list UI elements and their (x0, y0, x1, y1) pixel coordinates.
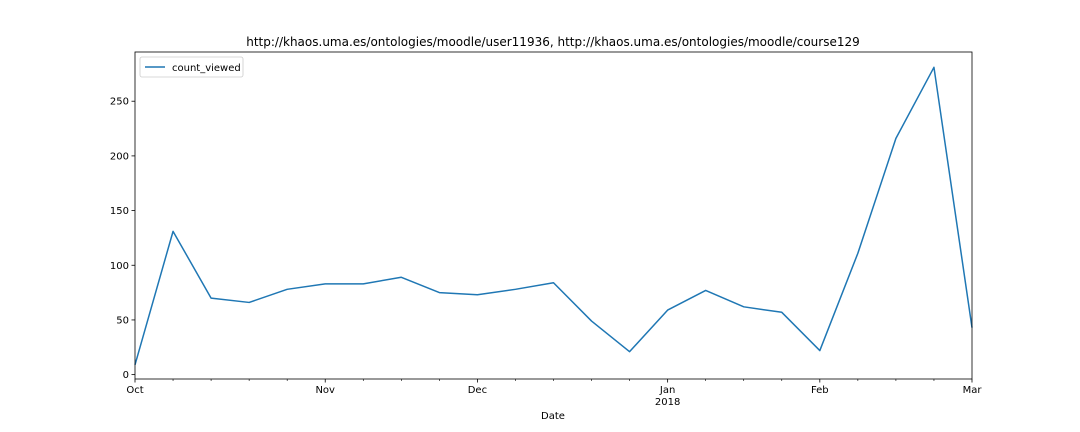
x-tick-label: Oct (126, 385, 143, 396)
x-axis-label: Date (541, 411, 565, 422)
y-tick-label: 150 (110, 206, 129, 217)
y-tick-label: 50 (116, 315, 129, 326)
x-tick-label: Feb (811, 385, 829, 396)
series-line-count_viewed (134, 66, 973, 365)
y-tick-label: 250 (110, 97, 129, 108)
x-tick-label: Mar (963, 385, 983, 396)
x-tick-label: Jan (659, 385, 675, 396)
plot-area (134, 66, 973, 365)
legend-label: count_viewed (172, 63, 241, 74)
y-tick-label: 0 (123, 370, 129, 381)
y-axis: 0 50 100 150 200 250 (110, 97, 135, 381)
chart-title: http://khaos.uma.es/ontologies/moodle/us… (246, 35, 860, 49)
y-tick-label: 200 (110, 151, 129, 162)
x-tick-label: Dec (468, 385, 487, 396)
legend-box (139, 56, 244, 78)
x-tick-label: Nov (315, 385, 335, 396)
x-tick-sublabel: 2018 (655, 397, 680, 408)
y-tick-label: 100 (110, 261, 129, 272)
plot-frame (134, 51, 973, 380)
legend: count_viewed (139, 56, 244, 78)
